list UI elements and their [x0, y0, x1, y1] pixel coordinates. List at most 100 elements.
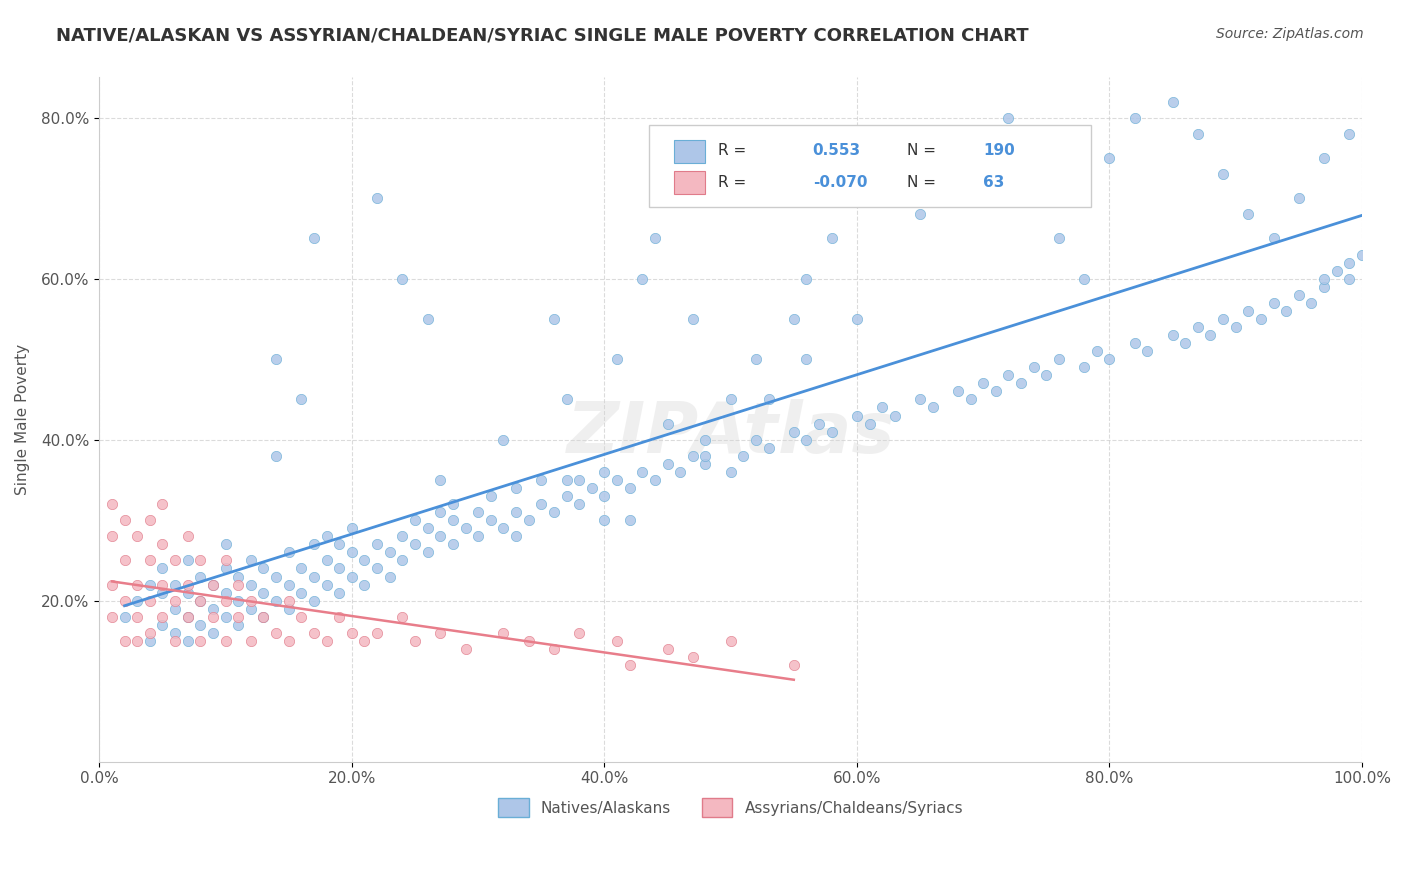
Point: [1199, 328, 1222, 343]
Point: [1263, 231, 1285, 245]
Point: [1351, 247, 1374, 261]
Point: [264, 569, 287, 583]
Point: [101, 529, 124, 543]
Point: [177, 529, 200, 543]
Point: [972, 376, 994, 391]
Point: [959, 392, 981, 407]
Point: [606, 473, 628, 487]
Point: [101, 497, 124, 511]
Point: [505, 481, 527, 495]
Point: [139, 634, 162, 648]
Point: [290, 392, 312, 407]
Point: [1339, 271, 1361, 285]
Point: [302, 231, 325, 245]
Point: [1237, 207, 1260, 221]
Point: [404, 537, 426, 551]
Point: [783, 312, 806, 326]
Point: [908, 207, 931, 221]
Point: [1010, 376, 1032, 391]
Point: [555, 489, 578, 503]
Point: [631, 465, 654, 479]
Point: [593, 489, 616, 503]
Point: [340, 545, 363, 559]
Point: [1313, 271, 1336, 285]
Point: [177, 609, 200, 624]
Text: 0.553: 0.553: [813, 143, 860, 158]
Bar: [673, 171, 706, 194]
Point: [644, 473, 666, 487]
Point: [619, 513, 641, 527]
Point: [277, 577, 299, 591]
Point: [226, 617, 249, 632]
Point: [568, 473, 591, 487]
Point: [340, 625, 363, 640]
Point: [1047, 231, 1070, 245]
Point: [226, 593, 249, 607]
Point: [239, 553, 262, 567]
Point: [1288, 191, 1310, 205]
Point: [1047, 352, 1070, 367]
Point: [226, 577, 249, 591]
Point: [239, 593, 262, 607]
Point: [214, 561, 236, 575]
Text: Source: ZipAtlas.com: Source: ZipAtlas.com: [1216, 27, 1364, 41]
Text: 190: 190: [983, 143, 1015, 158]
Point: [454, 642, 477, 657]
Point: [1212, 167, 1234, 181]
Point: [315, 529, 337, 543]
Point: [177, 553, 200, 567]
Point: [1022, 191, 1045, 205]
Point: [745, 433, 768, 447]
Point: [783, 425, 806, 439]
Y-axis label: Single Male Poverty: Single Male Poverty: [15, 344, 30, 495]
Point: [226, 609, 249, 624]
Point: [214, 553, 236, 567]
Point: [972, 127, 994, 141]
Text: R =: R =: [718, 175, 747, 190]
FancyBboxPatch shape: [648, 126, 1091, 208]
Point: [290, 561, 312, 575]
Point: [796, 352, 818, 367]
Point: [505, 529, 527, 543]
Point: [555, 392, 578, 407]
Point: [1326, 263, 1348, 277]
Point: [188, 617, 211, 632]
Point: [845, 191, 868, 205]
Point: [682, 650, 704, 665]
Point: [1085, 344, 1108, 359]
Point: [441, 513, 464, 527]
Point: [277, 593, 299, 607]
Point: [908, 392, 931, 407]
Point: [139, 625, 162, 640]
Point: [1225, 320, 1247, 334]
Point: [631, 271, 654, 285]
Point: [152, 537, 174, 551]
Point: [543, 642, 565, 657]
Point: [177, 634, 200, 648]
Point: [946, 167, 969, 181]
Point: [517, 634, 540, 648]
Text: -0.070: -0.070: [813, 175, 868, 190]
Point: [252, 585, 274, 599]
Point: [454, 521, 477, 535]
Text: NATIVE/ALASKAN VS ASSYRIAN/CHALDEAN/SYRIAC SINGLE MALE POVERTY CORRELATION CHART: NATIVE/ALASKAN VS ASSYRIAN/CHALDEAN/SYRI…: [56, 27, 1029, 45]
Point: [1250, 312, 1272, 326]
Point: [101, 609, 124, 624]
Point: [984, 384, 1007, 399]
Point: [340, 569, 363, 583]
Point: [441, 537, 464, 551]
Point: [1073, 271, 1095, 285]
Point: [214, 585, 236, 599]
Point: [1098, 151, 1121, 165]
Point: [315, 577, 337, 591]
Point: [1098, 352, 1121, 367]
Point: [139, 513, 162, 527]
Point: [302, 593, 325, 607]
Point: [921, 401, 943, 415]
Point: [391, 609, 413, 624]
Point: [152, 609, 174, 624]
Point: [657, 642, 679, 657]
Point: [127, 577, 149, 591]
Point: [378, 545, 401, 559]
Point: [530, 473, 553, 487]
